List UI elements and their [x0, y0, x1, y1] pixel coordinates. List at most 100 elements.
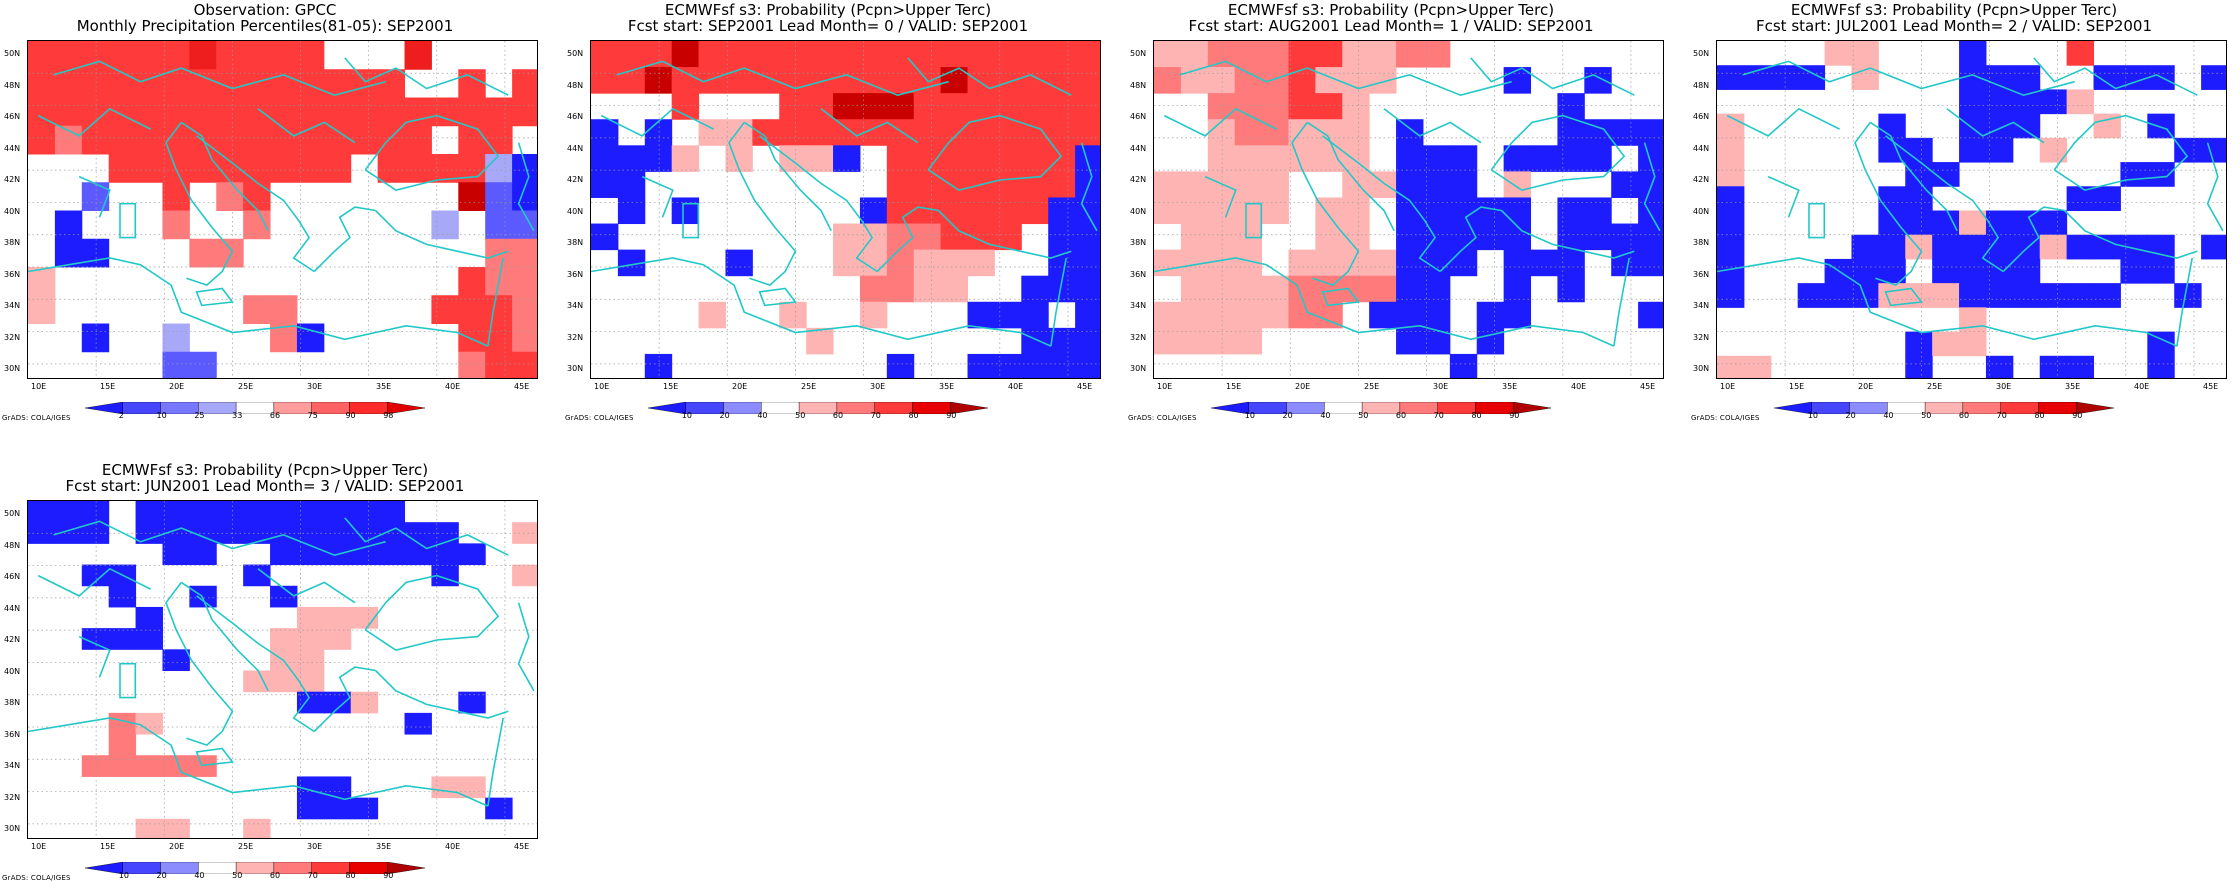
grid-cell — [162, 649, 190, 671]
grid-cell — [296, 501, 325, 523]
grid-cell — [28, 41, 56, 70]
grid-cell — [28, 295, 56, 324]
map-panel: ECMWFsf s3: Probability (Pcpn>Upper Terc… — [1689, 0, 2227, 422]
grid-cell — [833, 119, 861, 146]
grid-cell — [350, 797, 379, 820]
longitude-label: 35E — [1502, 382, 1518, 391]
coastline — [743, 121, 832, 232]
grid-cell — [108, 734, 137, 756]
grid-cell — [1315, 93, 1343, 120]
map-frame — [27, 500, 538, 839]
grid-cell — [1342, 197, 1370, 225]
grid-cell — [1638, 171, 1663, 198]
latitude-label: 46N — [4, 112, 21, 121]
map-svg — [28, 501, 537, 838]
grid-cell — [189, 522, 217, 544]
grid-cell — [1503, 275, 1532, 303]
colorbar — [84, 401, 426, 415]
colorbar-tick: 98 — [383, 411, 394, 420]
grid-cell — [243, 670, 271, 693]
coastline — [1742, 60, 2075, 97]
grid-cell — [1959, 234, 1987, 260]
grid-cell — [1905, 186, 1933, 211]
coastline — [37, 567, 151, 597]
coastline — [1306, 121, 1395, 232]
coastline — [1884, 287, 1923, 307]
longitude-label: 40E — [1008, 382, 1024, 391]
latitude-label: 30N — [4, 824, 21, 833]
grid-cell — [1021, 327, 1049, 355]
grid-cell — [81, 755, 110, 777]
grid-cell — [994, 197, 1022, 225]
grid-cell — [1851, 258, 1879, 284]
grid-cell — [216, 501, 244, 523]
grid-cell — [967, 119, 995, 146]
grid-cell — [1985, 283, 2014, 308]
grid-cell — [1048, 353, 1076, 378]
latitude-label: 38N — [4, 238, 21, 247]
colorbar-tick: 40 — [1320, 411, 1331, 420]
grid-cell — [1048, 93, 1076, 120]
colorbar-tick: 80 — [908, 411, 919, 420]
grid-cell — [512, 295, 537, 324]
coastline — [876, 206, 939, 273]
grid-cell — [189, 585, 217, 608]
grid-cell — [485, 238, 513, 268]
coastline — [487, 717, 504, 807]
grid-cell — [1207, 275, 1236, 303]
latitude-label: 38N — [4, 698, 21, 707]
latitude-label: 46N — [567, 112, 584, 121]
coastline — [2176, 257, 2193, 347]
grid-cell — [135, 818, 163, 838]
grid-cell — [859, 301, 888, 329]
coastline — [1080, 142, 1098, 232]
latitude-label: 32N — [4, 332, 21, 342]
latitude-label: 50N — [1130, 49, 1147, 58]
grid-cell — [2201, 234, 2226, 260]
colorbar-tick: 2 — [118, 411, 124, 420]
grid-cell — [135, 606, 163, 629]
grid-cell — [1449, 223, 1478, 251]
grid-cell — [1021, 275, 1049, 303]
longitude-label: 40E — [445, 842, 461, 851]
grid-cell — [135, 755, 163, 777]
grid-cell — [28, 501, 56, 523]
panel-subtitle: Fcst start: JUL2001 Lead Month= 2 / VALI… — [1755, 17, 2153, 35]
grid-cell — [806, 41, 834, 68]
grid-cell — [81, 323, 110, 353]
latitude-label: 30N — [567, 364, 584, 373]
latitude-label: 40N — [4, 666, 21, 676]
coastline — [2002, 206, 2065, 273]
grid-cell — [216, 182, 244, 211]
grid-cell — [243, 564, 271, 587]
grid-cell — [644, 67, 673, 94]
longitude-label: 10E — [1157, 382, 1173, 391]
grid-cell — [162, 41, 190, 70]
grid-cell — [1180, 275, 1209, 303]
grid-cell — [108, 628, 137, 650]
grid-cell — [243, 97, 271, 127]
grid-cell — [350, 125, 379, 155]
grid-cell — [2066, 283, 2095, 308]
latitude-label: 36N — [4, 269, 21, 279]
colorbar-wrap — [84, 399, 445, 415]
grid-cell — [591, 171, 619, 198]
grid-cell — [1584, 67, 1612, 94]
grid-cell — [1234, 145, 1263, 172]
grid-cell — [940, 41, 969, 68]
grid-cell — [1476, 301, 1505, 329]
latitude-label: 32N — [4, 792, 21, 802]
grid-cell — [350, 691, 379, 714]
grid-cell — [1075, 41, 1100, 68]
grid-cell — [243, 154, 271, 183]
grid-cell — [591, 145, 619, 172]
colorbar-segment — [84, 401, 123, 415]
grid-cell — [1530, 145, 1558, 172]
grid-cell — [296, 522, 325, 544]
coastline — [2033, 57, 2198, 96]
coastline — [937, 209, 1072, 259]
grid-cell — [1315, 249, 1343, 277]
grid-cell — [1932, 258, 1960, 284]
grid-cell — [806, 67, 834, 94]
colorbar-tick: 25 — [194, 411, 205, 420]
